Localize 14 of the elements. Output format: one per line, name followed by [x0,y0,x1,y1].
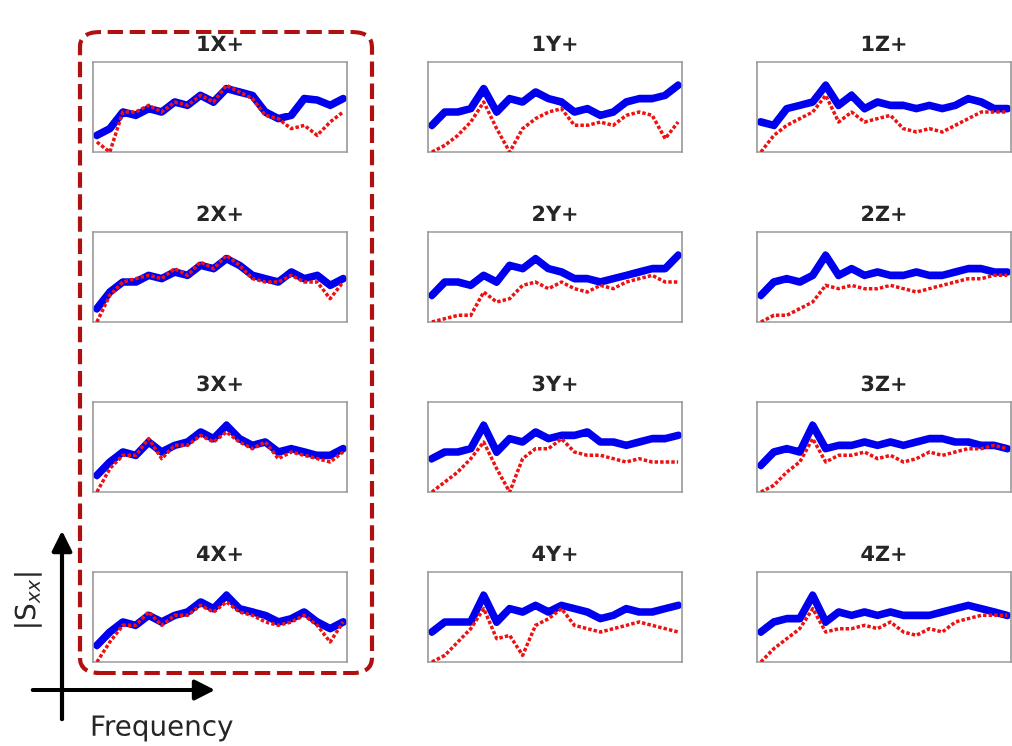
chart-title: 2X+ [197,205,242,221]
chart-title: 1Y+ [533,35,577,51]
chart-title: 3Y+ [532,375,577,392]
chart-title: 4Z+ [861,545,906,561]
chart-title: 2Z+ [862,205,906,221]
chart-title: 3X+ [197,375,242,392]
chart-title: 4Y+ [532,545,577,561]
chart-title: 3Z+ [861,375,906,392]
chart-title: 1X+ [198,35,242,51]
x-axis-title: Frequency [92,715,233,742]
chart-title: 2Y+ [533,205,577,221]
chart-title: 1Z+ [862,35,906,51]
y-axis-title: |S$_{xx}$| [13,573,42,627]
chart-title: 4X+ [196,545,242,561]
